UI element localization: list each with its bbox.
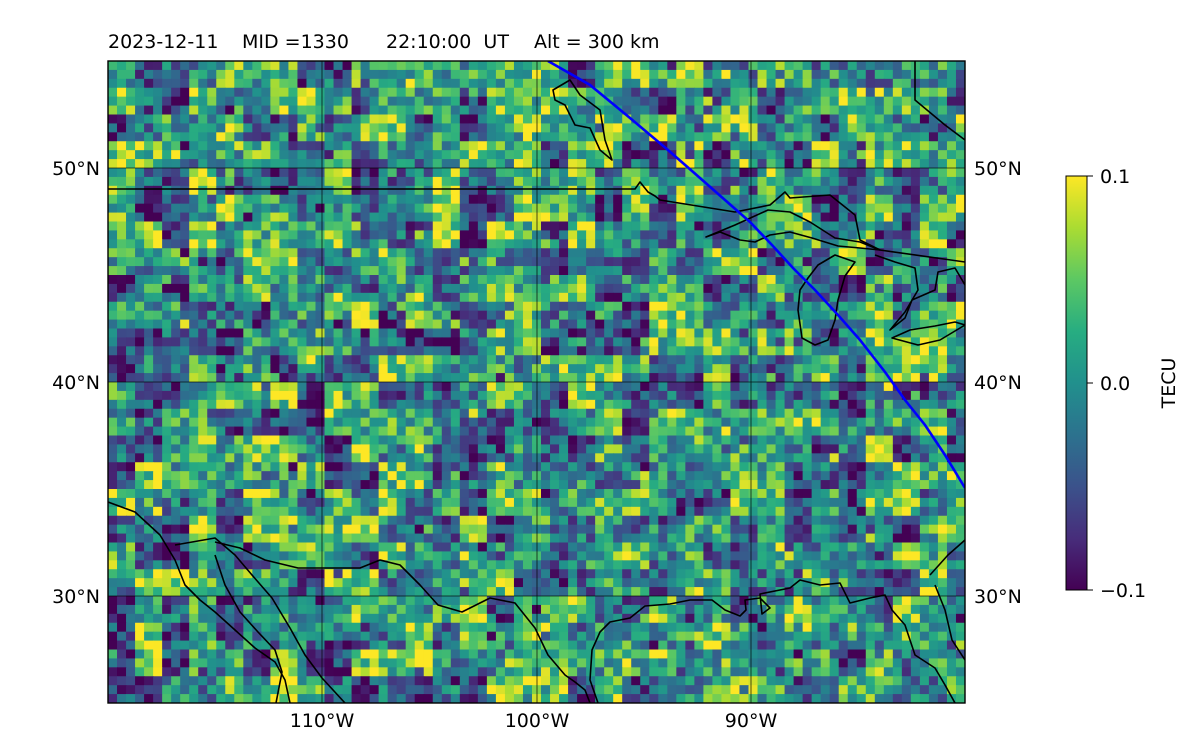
border-us-canada — [108, 181, 965, 263]
lat-ticks-left: 50°N 40°N 30°N — [52, 158, 100, 608]
lake-michigan — [797, 254, 856, 346]
map-gridlines — [108, 61, 965, 703]
title-mid: MID =1330 — [242, 31, 349, 53]
lake-erie — [891, 321, 965, 346]
coastlines — [108, 61, 965, 703]
lon-tick-110w: 110°W — [290, 710, 355, 732]
coast-baja-inner — [214, 554, 283, 703]
satellite-track — [547, 61, 965, 489]
colorbar-min-label: −0.1 — [1100, 580, 1146, 602]
lat-tick-40n-right: 40°N — [974, 372, 1022, 394]
coast-north — [552, 79, 613, 161]
colorbar-axis-label: TECU — [1158, 358, 1180, 410]
lat-tick-30n-left: 30°N — [52, 586, 100, 608]
coast-florida-east — [934, 584, 965, 661]
lat-ticks-right: 50°N 40°N 30°N — [974, 158, 1022, 608]
map-frame — [107, 60, 966, 704]
colorbar-gradient — [1065, 175, 1088, 591]
tec-heatmap — [108, 61, 965, 703]
title-alt: Alt = 300 km — [534, 31, 660, 53]
lat-tick-50n-right: 50°N — [974, 158, 1022, 180]
coast-west — [108, 501, 291, 703]
border-us-mexico — [214, 541, 591, 703]
lon-tick-90w: 90°W — [725, 710, 778, 732]
lat-tick-50n-left: 50°N — [52, 158, 100, 180]
title-date: 2023-12-11 — [108, 31, 218, 53]
coast-northeast — [914, 61, 965, 141]
lake-huron — [874, 254, 965, 331]
coast-florida — [929, 539, 965, 576]
lat-tick-30n-right: 30°N — [974, 586, 1022, 608]
colorbar: 0.1 0.0 −0.1 TECU — [1065, 166, 1180, 602]
colorbar-mid-label: 0.0 — [1100, 373, 1130, 395]
coast-gulf — [589, 579, 956, 703]
colorbar-max-label: 0.1 — [1100, 166, 1130, 188]
title-time: 22:10:00 UT — [386, 31, 509, 53]
lon-ticks: 110°W 100°W 90°W — [290, 710, 778, 732]
lon-tick-100w: 100°W — [505, 710, 570, 732]
lake-superior — [705, 209, 881, 251]
lat-tick-40n-left: 40°N — [52, 372, 100, 394]
map-panel — [107, 60, 966, 704]
